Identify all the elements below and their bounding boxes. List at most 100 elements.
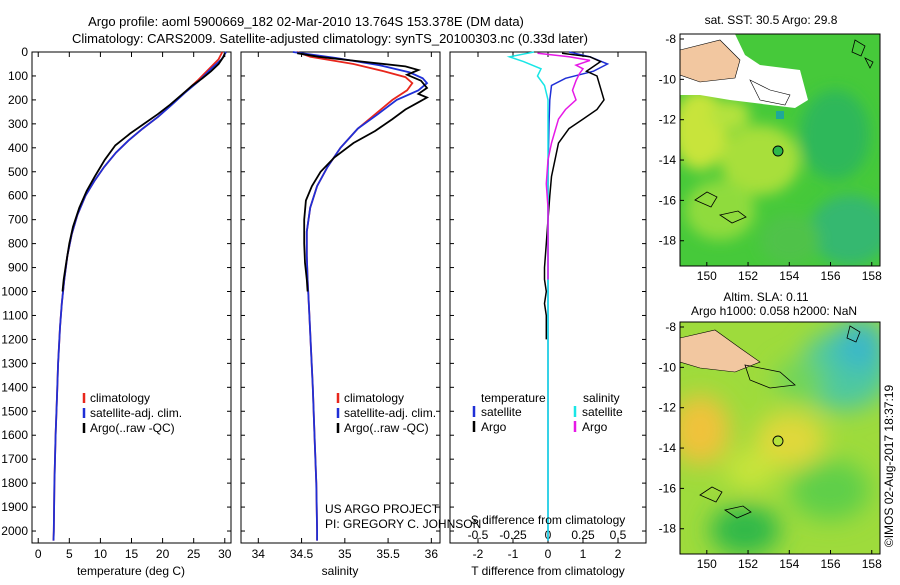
lat-tick-label: -10: [659, 72, 677, 86]
series-line-t-argo: [543, 52, 605, 340]
sla-map-frame: [679, 321, 881, 555]
series-line-satellite-adj-clim-: [292, 51, 429, 541]
legend-label-satellite: satellite-adj. clim.: [90, 406, 182, 420]
lat-tick-label: -8: [665, 320, 676, 334]
title-line-1: Argo profile: aoml 5900669_182 02-Mar-20…: [88, 14, 524, 29]
y-tick-label: 1800: [1, 476, 28, 490]
y-tick-label: 100: [8, 69, 28, 83]
lon-tick-label: 150: [697, 557, 717, 571]
lat-tick-label: -8: [665, 32, 676, 46]
sst-map-frame: [679, 33, 881, 267]
x-tick-label: 36: [425, 547, 439, 561]
lon-tick-label: 158: [862, 557, 882, 571]
sla-map-title-1: Altim. SLA: 0.11: [723, 290, 808, 304]
lat-tick-label: -14: [659, 153, 677, 167]
lat-tick-label: -16: [659, 193, 677, 207]
series-line-argo-raw-qc-: [297, 52, 430, 292]
y-tick-label: 900: [8, 261, 28, 275]
argo-location-marker: [772, 435, 784, 447]
difference-s-xlabel: S difference from climatology: [471, 513, 626, 527]
y-tick-label: 1400: [1, 380, 28, 394]
sst-map: [679, 33, 881, 267]
depth-axis: 0 100 200 300 400 500 600 700 800 900 1000 1100 1200…: [1, 45, 28, 538]
x-tick-label: 34.5: [290, 547, 314, 561]
temperature-xlabel: temperature (deg C): [77, 564, 185, 578]
series-line-s-argo: [537, 52, 591, 280]
y-tick-label: 1600: [1, 428, 28, 442]
temperature-panel: [31, 51, 232, 544]
lon-tick-label: 154: [779, 557, 799, 571]
lat-tick-label: -12: [659, 113, 677, 127]
y-tick-label: 1700: [1, 452, 28, 466]
y-tick-label: 200: [8, 93, 28, 107]
lat-tick-label: -12: [659, 401, 677, 415]
difference-t-xlabel: T difference from climatology: [471, 564, 625, 578]
x-tick-label-salinity: 0.5: [610, 528, 627, 542]
y-tick-label: 800: [8, 237, 28, 251]
y-tick-label: 1900: [1, 500, 28, 514]
lon-tick-label: 158: [862, 269, 882, 283]
y-tick-label: 1100: [2, 308, 28, 322]
x-tick-label: 0: [545, 547, 552, 561]
x-tick-label: 34: [252, 547, 266, 561]
difference-legend: temperature salinity satellite Argo sate…: [472, 391, 623, 434]
map-axes: -8 -10 -12 -14 -16 -18 150 152 154 156 158 -8 -10 -12…: [659, 32, 882, 571]
salinity-panel: [240, 51, 441, 544]
sst-map-title: sat. SST: 30.5 Argo: 29.8: [705, 13, 838, 27]
x-tick-label: 0: [35, 547, 42, 561]
salinity-chart: 34 34.5 35 35.5 36: [241, 51, 440, 561]
x-tick-label-salinity: -0.25: [499, 528, 527, 542]
legend-label-argo: Argo(..raw -QC): [90, 421, 175, 435]
lon-tick-label: 156: [820, 269, 840, 283]
y-tick-label: 1200: [1, 332, 28, 346]
lon-tick-label: 150: [697, 269, 717, 283]
legend-label-argo: Argo(..raw -QC): [344, 421, 429, 435]
y-tick-label: 0: [21, 45, 28, 59]
x-tick-label: 20: [156, 547, 170, 561]
y-tick-label: 2000: [1, 524, 28, 538]
legend-label-s-argo: Argo: [582, 420, 608, 434]
y-tick-label: 600: [8, 189, 28, 203]
x-tick-label: 15: [125, 547, 139, 561]
sla-map: [679, 321, 881, 555]
x-tick-label: -2: [473, 547, 484, 561]
x-tick-label: 30: [218, 547, 232, 561]
y-tick-label: 300: [8, 117, 28, 131]
lat-tick-label: -14: [659, 441, 677, 455]
temperature-chart: 0 5 10 15 20 25 30: [32, 51, 232, 561]
lat-tick-label: -18: [659, 522, 677, 536]
legend-label-t-argo: Argo: [481, 420, 507, 434]
lat-tick-label: -10: [659, 360, 677, 374]
x-tick-label: 2: [615, 547, 622, 561]
series-line-argo-raw-qc-: [61, 52, 226, 292]
legend-title-salinity: salinity: [583, 391, 620, 405]
imos-credit: ©IMOS 02-Aug-2017 18:37:19: [882, 385, 896, 548]
legend-label-t-satellite: satellite: [481, 405, 522, 419]
x-tick-label: 1: [580, 547, 587, 561]
x-tick-label-salinity: -0.5: [468, 528, 489, 542]
argo-location-marker: [772, 145, 784, 157]
x-tick-label: -1: [508, 547, 519, 561]
y-tick-label: 1300: [1, 356, 28, 370]
legend-label-satellite: satellite-adj. clim.: [344, 406, 436, 420]
y-tick-label: 500: [8, 165, 28, 179]
y-tick-label: 400: [8, 141, 28, 155]
lat-tick-label: -16: [659, 481, 677, 495]
difference-chart: -2 -1 0 1 2-0.5 -0.25 0 0.25 0.5: [450, 51, 646, 561]
lon-tick-label: 154: [779, 269, 799, 283]
sla-map-title-2: Argo h1000: 0.058 h2000: NaN: [691, 304, 857, 318]
lon-tick-label: 152: [738, 557, 758, 571]
y-tick-label: 1500: [1, 404, 28, 418]
lat-tick-label: -18: [659, 234, 677, 248]
x-tick-label: 5: [66, 547, 73, 561]
x-tick-label: 35: [338, 547, 352, 561]
y-tick-label: 700: [8, 213, 28, 227]
lon-tick-label: 152: [738, 269, 758, 283]
legend-label-climatology: climatology: [344, 391, 404, 405]
x-tick-label-salinity: 0.25: [571, 528, 595, 542]
temperature-legend: climatology satellite-adj. clim. Argo(..…: [82, 391, 182, 435]
salinity-legend: climatology satellite-adj. clim. Argo(..…: [336, 391, 436, 435]
x-tick-label: 10: [94, 547, 108, 561]
legend-label-s-satellite: satellite: [582, 405, 623, 419]
